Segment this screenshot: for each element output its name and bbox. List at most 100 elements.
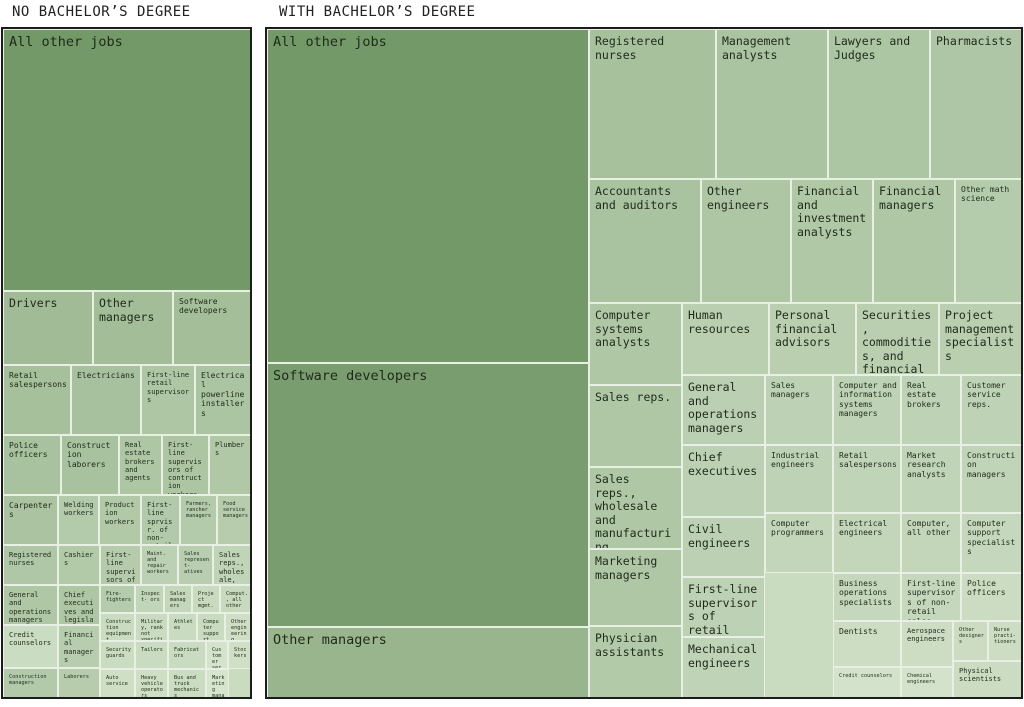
- treemap-cell-label: Electricians: [77, 371, 135, 380]
- treemap-cell: Construction managers: [961, 445, 1021, 513]
- treemap-cell-label: Other engineers: [707, 184, 770, 212]
- treemap-cell: Sales represent- atives: [178, 545, 213, 585]
- treemap-cell: First-line sprvisr. of non-retail worker…: [141, 495, 180, 545]
- treemap-cell-label: Retail salespersons: [839, 451, 897, 470]
- treemap-cell-label: Other math science: [961, 185, 1010, 204]
- treemap-cell-label: Sales reps., wholesale, manufac.: [219, 551, 245, 584]
- treemap-cell: Sales managers: [164, 585, 192, 613]
- treemap-cell-label: Security guards: [106, 647, 131, 660]
- treemap-cell-label: Registered nurses: [595, 34, 665, 62]
- treemap-cell-label: Pharmacists: [936, 34, 1013, 48]
- treemap-cell-label: Project mgmt.: [198, 591, 214, 610]
- treemap-cell-label: Computer and information systems manager…: [839, 381, 897, 419]
- treemap-cell-label: Credit counselors: [9, 631, 52, 648]
- treemap-cell-label: Electrical engineers: [839, 519, 888, 538]
- treemap-cell-label: Financial managers: [879, 184, 942, 212]
- treemap-cell-label: Other designers: [959, 627, 984, 646]
- treemap-cell-label: Industrial engineers: [771, 451, 820, 470]
- treemap-cell-label: Real estate brokers: [907, 381, 941, 409]
- treemap-cell: First-line supervisors of contruction wo…: [162, 435, 209, 495]
- treemap-cell-label: Tailors: [141, 647, 163, 653]
- treemap-cell: Registered nurses: [589, 29, 716, 179]
- treemap-cell-label: Fabricators: [174, 647, 199, 660]
- treemap-cell-label: Plumbers: [215, 441, 245, 458]
- treemap-cell: Registered nurses: [3, 545, 58, 585]
- treemap-cell: First-line supervisors of prod. and oper…: [100, 545, 141, 585]
- treemap-cell-label: Welding workers: [64, 501, 94, 518]
- treemap-cell: Inspect- ors: [135, 585, 164, 613]
- treemap-cell-label: First-line sprvisr. of non-retail worker…: [147, 501, 173, 544]
- treemap-cell: Chemical engineers: [901, 667, 953, 697]
- treemap-cell: Athletes: [168, 613, 197, 641]
- treemap-cell-label: Chemical engineers: [907, 673, 936, 686]
- treemap-cell-label: Personal financial advisors: [775, 308, 838, 350]
- treemap-cell-label: Computer systems analysts: [595, 308, 651, 350]
- treemap-cell: Computer programmers: [765, 513, 833, 573]
- treemap-cell: Stockers: [228, 641, 250, 669]
- treemap-cell-label: Mechanical engineers: [688, 642, 758, 670]
- treemap-cell-label: Athletes: [174, 619, 193, 632]
- treemap-cell-label: Maint. and repair workers: [147, 551, 169, 576]
- treemap-cell-label: Financial managers: [64, 631, 94, 664]
- chart-title-with-degree: WITH BACHELOR’S DEGREE: [279, 4, 476, 20]
- treemap-cell: Real estate brokers: [901, 375, 961, 445]
- treemap-cell: Aerospace engineers: [901, 621, 953, 667]
- treemap-cell: Plumbers: [209, 435, 250, 495]
- treemap-cell: Sales reps.: [589, 385, 682, 467]
- treemap-cell-label: Sales reps., wholesale and manufacturing: [595, 472, 672, 549]
- treemap-cell: Construction laborers: [61, 435, 119, 495]
- treemap-cell-label: Marketing managers: [212, 675, 225, 698]
- treemap-cell-label: Laborers: [64, 674, 89, 680]
- treemap-cell: Drivers: [3, 291, 93, 365]
- treemap-cell-label: Civil engineers: [688, 522, 751, 550]
- treemap-cell-label: General and operations managers: [9, 591, 52, 624]
- treemap-cell: Production workers: [99, 495, 141, 545]
- treemap-cell: Retail salespersons: [3, 365, 71, 435]
- treemap-cell: Other designers: [953, 621, 988, 661]
- treemap-cell-label: Dentists: [839, 627, 878, 636]
- treemap-cell: Project mgmt.: [192, 585, 220, 613]
- treemap-cell-label: Police officers: [967, 579, 1006, 598]
- treemap-cell: Software developers: [267, 363, 589, 627]
- treemap-cell: Security guards: [100, 641, 135, 669]
- treemap-cell-label: Software developers: [179, 297, 228, 316]
- treemap-cell-label: Customer service reps.: [967, 381, 1006, 409]
- treemap-cell-label: Sales represent- atives: [184, 551, 209, 576]
- treemap-cell: Laborers: [58, 668, 100, 697]
- treemap-cell: Heavy vehicle operators: [135, 669, 168, 698]
- treemap-cell-label: Retail salespersons: [9, 371, 67, 390]
- treemap-cell: Management analysts: [716, 29, 828, 179]
- treemap-cell-label: Other engineering technologies: [231, 619, 247, 641]
- treemap-cell-label: Nurse practi- tioners: [994, 627, 1016, 646]
- treemap-cell: Farmers, rancher managers: [180, 495, 217, 545]
- treemap-cell-label: Heavy vehicle operators: [141, 675, 163, 698]
- treemap-cell: Bus and truck mechanics: [168, 669, 206, 697]
- treemap-cell: Customer service reps.: [961, 375, 1021, 445]
- treemap-cell: Pharmacists: [930, 29, 1021, 179]
- treemap-cell: All other jobs: [267, 29, 589, 363]
- treemap-cell-label: First-line supervisors of non-retail sal…: [907, 579, 956, 620]
- treemap-cell: Lawyers and Judges: [828, 29, 930, 179]
- treemap-cell-label: All other jobs: [273, 34, 387, 50]
- treemap-cell-label: Electrical powerline installers: [201, 371, 245, 418]
- treemap-cell: Chief executives: [682, 445, 765, 517]
- treemap-cell: Other managers: [93, 291, 173, 365]
- treemap-cell-label: Lawyers and Judges: [834, 34, 911, 62]
- treemap-cell-label: First-line supervisors of prod. and oper…: [106, 551, 136, 584]
- treemap-cell: First-line retail supervisors: [141, 365, 195, 435]
- treemap-cell-label: Financial and investment analysts: [797, 184, 867, 239]
- treemap-cell: Carpenters: [3, 495, 58, 545]
- treemap-cell: Financial managers: [873, 179, 955, 303]
- treemap-cell: Nurse practi- tioners: [988, 621, 1021, 661]
- treemap-cell-label: Real estate brokers and agents: [125, 441, 155, 482]
- treemap-cell-label: Project management specialists: [945, 308, 1015, 363]
- treemap-cell: Computer, all other: [901, 513, 961, 573]
- treemap-cell-label: All other jobs: [9, 34, 123, 50]
- treemap-cell-label: Stockers: [234, 647, 247, 660]
- treemap-cell-label: Registered nurses: [9, 551, 52, 568]
- treemap-cell: Electrical powerline installers: [195, 365, 250, 435]
- treemap-cell-label: Cashiers: [64, 551, 94, 568]
- treemap-cell: Construction managers: [3, 668, 58, 697]
- treemap-cell: Welding workers: [58, 495, 99, 545]
- treemap-cell: Other managers: [267, 627, 589, 697]
